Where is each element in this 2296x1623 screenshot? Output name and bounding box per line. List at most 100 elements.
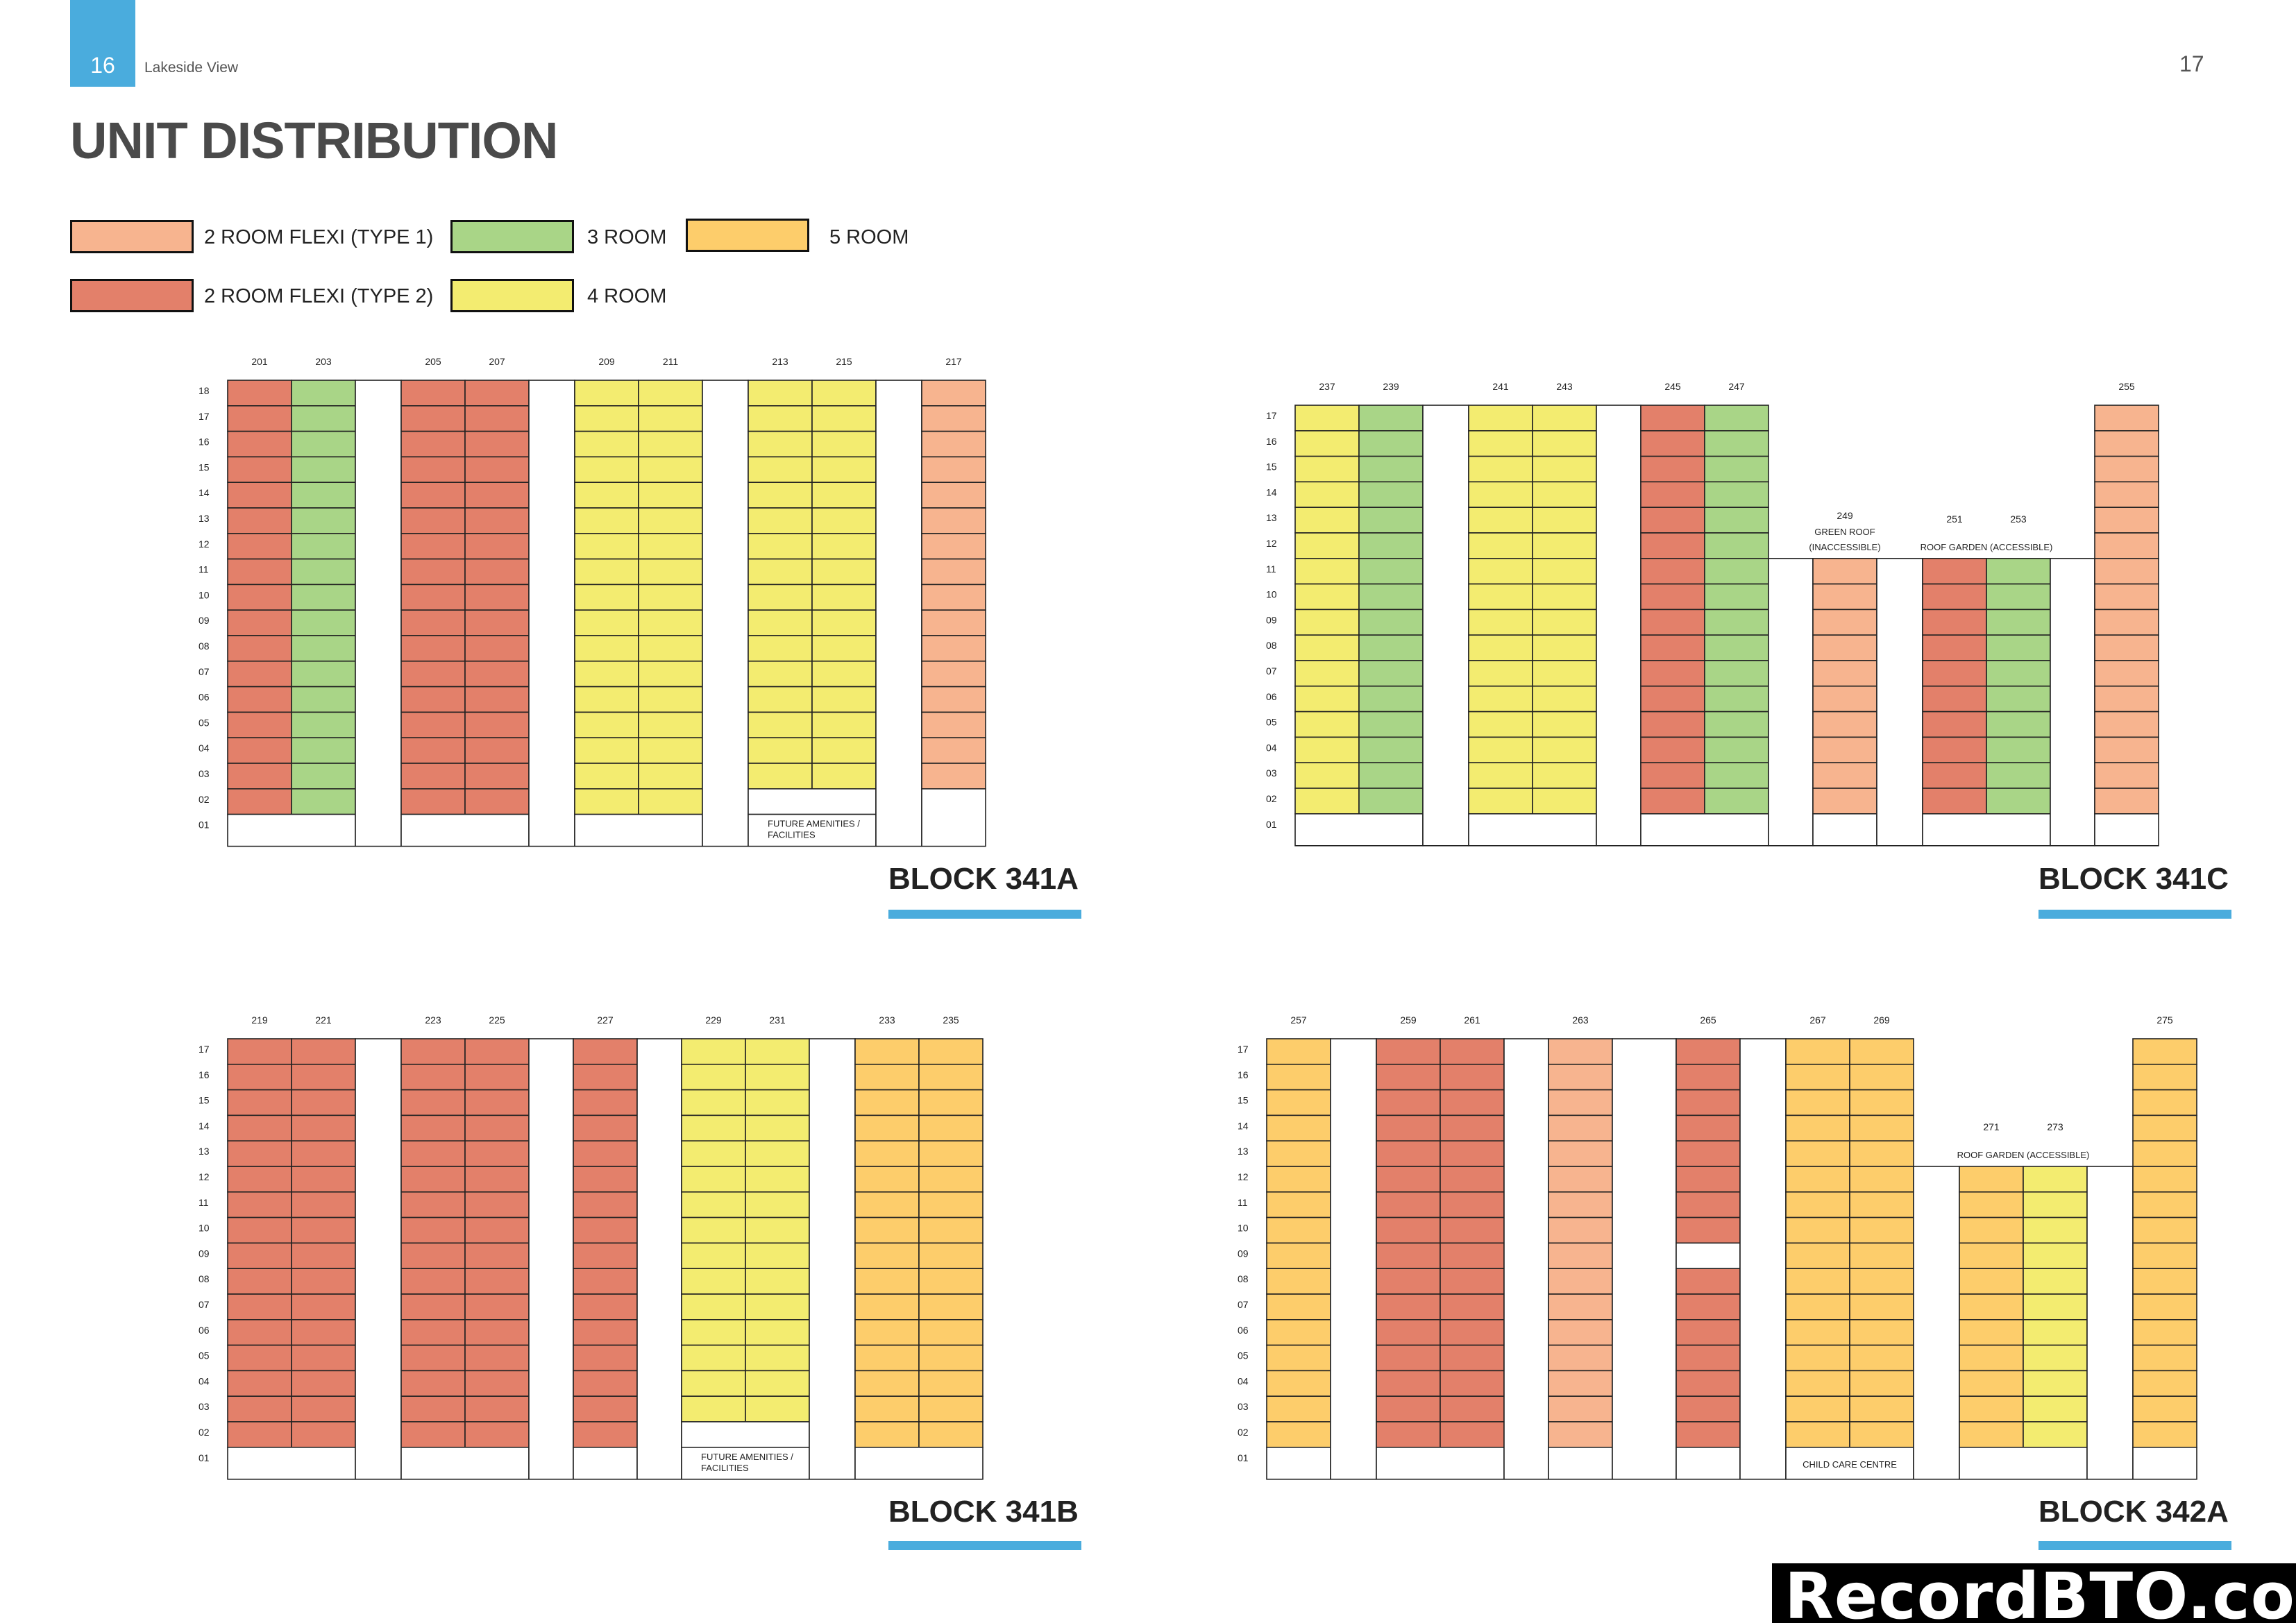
unit-cell-4r (681, 1140, 746, 1167)
unit-cell-t2 (1640, 532, 1705, 559)
unit-cell-t2 (400, 1216, 466, 1244)
unit-cell-t2 (400, 763, 466, 790)
unit-cell-5r (1785, 1114, 1850, 1142)
page-number-right: 17 (2179, 51, 2204, 76)
corridor (1422, 405, 1469, 847)
unit-cell-t1 (1548, 1242, 1613, 1270)
unit-cell-4r (745, 1140, 810, 1167)
unit-cell-t2 (1675, 1319, 1741, 1346)
unit-cell-3r (1986, 762, 2051, 789)
unit-cell-t2 (227, 1319, 292, 1346)
unit-cell-4r (2023, 1166, 2088, 1193)
unit-number-label: 207 (489, 356, 505, 367)
unit-cell-4r (574, 763, 639, 790)
floor-label: 07 (199, 1299, 210, 1310)
unit-cell-4r (811, 609, 877, 636)
unit-cell-t1 (1812, 609, 1877, 636)
unit-cell-5r (918, 1268, 984, 1295)
unit-cell-t2 (464, 788, 530, 815)
unit-cell-t2 (227, 686, 292, 713)
unit-cell-3r (1358, 507, 1424, 534)
unit-cell-t2 (400, 558, 466, 586)
unit-cell-t2 (227, 482, 292, 509)
unit-cell-t1 (921, 737, 986, 764)
unit-cell-t2 (464, 507, 530, 534)
unit-cell-5r (1959, 1293, 2024, 1320)
ground-floor-cell (1468, 813, 1597, 847)
unit-cell-t2 (227, 737, 292, 764)
unit-cell-5r (1849, 1140, 1914, 1167)
unit-cell-4r (748, 456, 813, 484)
unit-number-label: 241 (1492, 381, 1509, 392)
unit-cell-4r (681, 1114, 746, 1142)
floor-label: 13 (199, 513, 210, 524)
unit-cell-4r (1468, 762, 1533, 789)
unit-cell-t2 (291, 1344, 356, 1372)
unit-cell-t2 (1675, 1140, 1741, 1167)
unit-cell-4r (638, 609, 703, 636)
running-title: Lakeside View (144, 60, 239, 76)
ground-floor-cell (1266, 1447, 1331, 1480)
unit-cell-t2 (400, 405, 466, 432)
unit-cell-t2 (400, 456, 466, 484)
unit-cell-3r (291, 763, 356, 790)
unit-cell-t2 (227, 1421, 292, 1448)
unit-cell-t2 (227, 1166, 292, 1193)
unit-cell-4r (1532, 455, 1597, 483)
unit-cell-t2 (400, 507, 466, 534)
floor-label: 10 (199, 1223, 210, 1234)
unit-cell-t2 (573, 1268, 638, 1295)
unit-cell-t2 (400, 1293, 466, 1320)
unit-number-label: 265 (1700, 1014, 1716, 1026)
floor-label: 02 (1238, 1427, 1249, 1438)
unit-cell-3r (1704, 405, 1769, 432)
floor-label: 09 (199, 1248, 210, 1259)
unit-cell-3r (1358, 609, 1424, 636)
roof-label: ROOF GARDEN (ACCESSIBLE) (1921, 542, 2053, 552)
unit-cell-t2 (573, 1140, 638, 1167)
unit-cell-t1 (1812, 736, 1877, 764)
unit-cell-t1 (921, 584, 986, 611)
unit-cell-5r (854, 1242, 920, 1270)
unit-cell-5r (2132, 1268, 2197, 1295)
unit-cell-3r (1704, 762, 1769, 789)
unit-cell-5r (854, 1421, 920, 1448)
unit-cell-5r (1785, 1064, 1850, 1091)
unit-cell-4r (811, 635, 877, 662)
unit-cell-t2 (573, 1064, 638, 1091)
floor-label: 08 (1238, 1273, 1249, 1284)
unit-cell-4r (638, 405, 703, 432)
unit-cell-t2 (464, 1370, 530, 1397)
unit-cell-4r (681, 1191, 746, 1218)
unit-cell-5r (2132, 1166, 2197, 1193)
unit-cell-4r (638, 711, 703, 739)
unit-cell-t2 (227, 558, 292, 586)
floor-label: 09 (1266, 614, 1277, 625)
unit-cell-3r (291, 788, 356, 815)
unit-cell-3r (1704, 660, 1769, 687)
unit-cell-t2 (400, 737, 466, 764)
unit-cell-5r (1785, 1370, 1850, 1397)
unit-cell-t1 (2094, 481, 2159, 509)
unit-cell-4r (1468, 736, 1533, 764)
unit-cell-t1 (2094, 405, 2159, 432)
floor-label: 05 (1266, 717, 1277, 728)
unit-cell-4r (1468, 481, 1533, 509)
unit-cell-t2 (1922, 762, 1987, 789)
unit-cell-5r (1849, 1089, 1914, 1116)
unit-cell-4r (1532, 788, 1597, 815)
unit-number-label: 255 (2118, 381, 2135, 392)
legend-swatch-t2 (70, 279, 194, 312)
unit-cell-5r (854, 1216, 920, 1244)
unit-cell-5r (1849, 1268, 1914, 1295)
block-underline (2038, 1541, 2231, 1550)
unit-cell-t2 (573, 1166, 638, 1193)
unit-cell-4r (1294, 405, 1360, 432)
unit-cell-t2 (464, 635, 530, 662)
unit-cell-5r (1849, 1038, 1914, 1065)
unit-cell-4r (748, 507, 813, 534)
unit-cell-t2 (573, 1293, 638, 1320)
ground-floor-cell (400, 1447, 530, 1480)
unit-cell-4r (745, 1114, 810, 1142)
unit-cell-t2 (1675, 1114, 1741, 1142)
